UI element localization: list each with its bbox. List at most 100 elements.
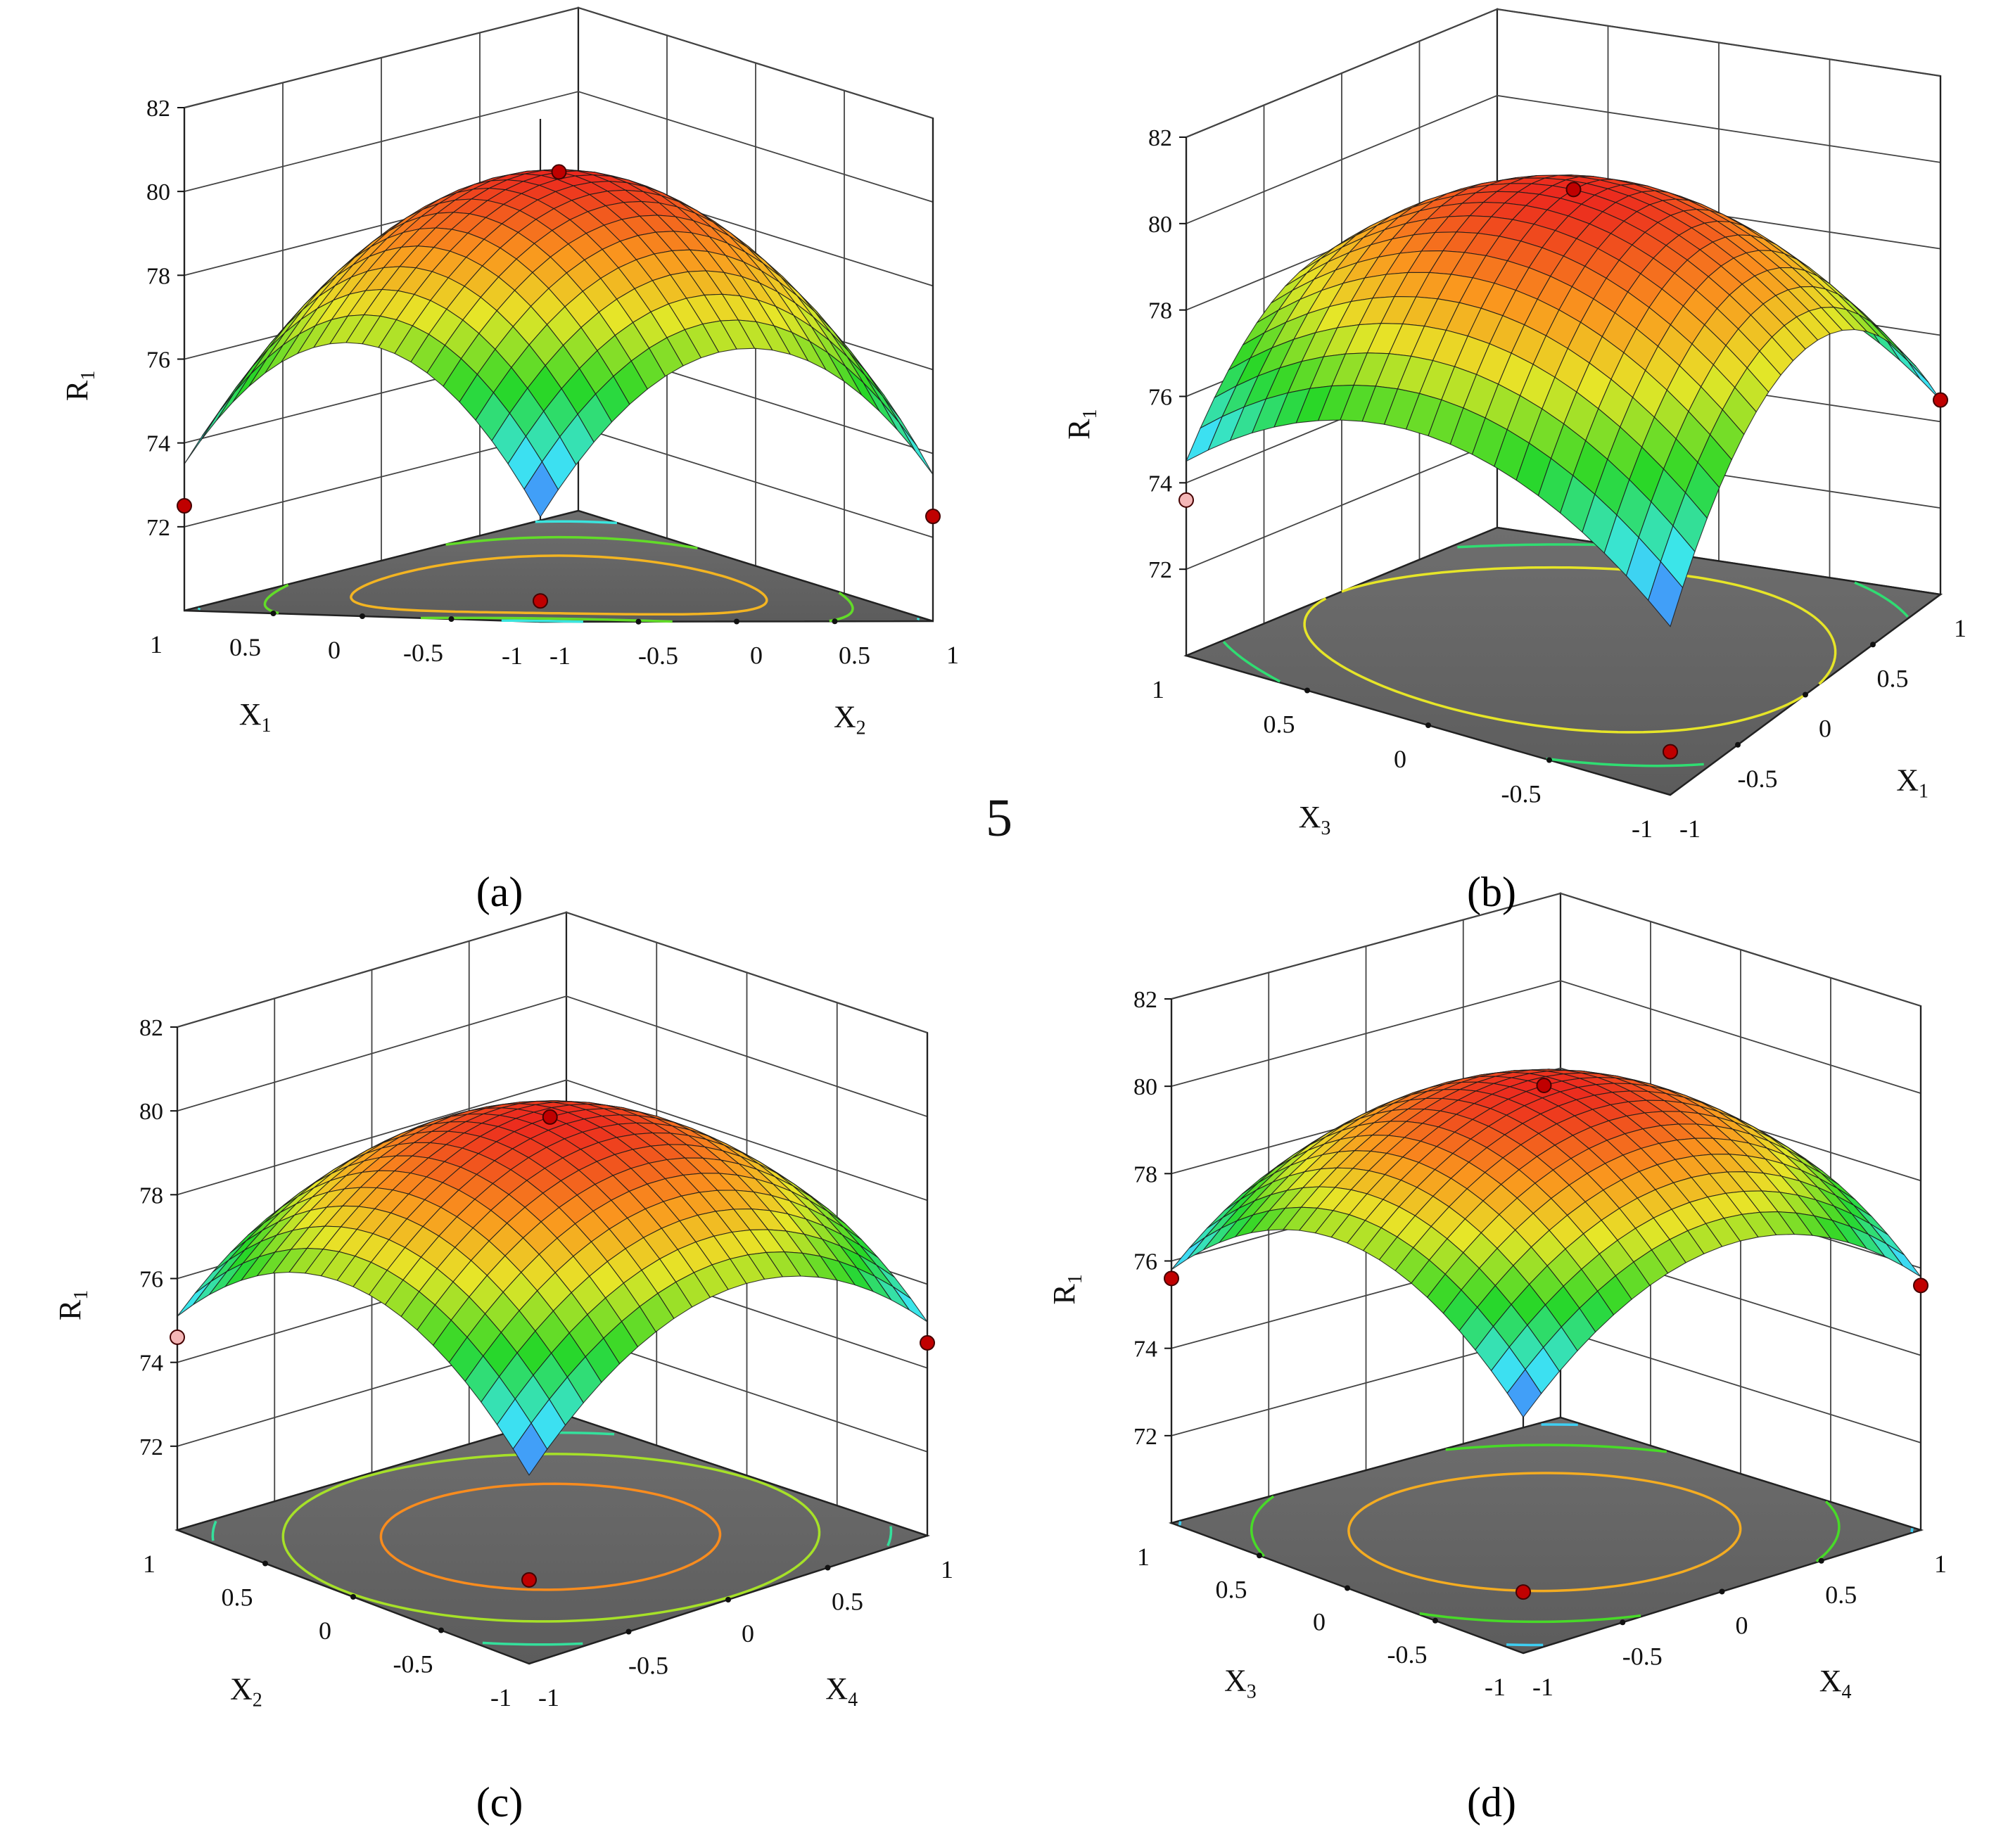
z-tick-label: 78 bbox=[1148, 298, 1172, 324]
y-axis-title: X2 bbox=[834, 699, 866, 739]
x-axis: 1 0.5 0 -0.5 -1 X3 bbox=[1152, 675, 1653, 843]
contour-line bbox=[1222, 543, 1909, 767]
panel-label-a-text: (a) bbox=[476, 869, 523, 915]
x-tick-label: 0 bbox=[1313, 1608, 1326, 1636]
y-axis: 1 0.5 0 -0.5 -1 X2 bbox=[549, 641, 959, 739]
x-tick-label: 1 bbox=[150, 630, 163, 658]
axis-tick bbox=[832, 618, 838, 625]
axis-tick bbox=[1803, 692, 1808, 698]
x-axis-title-sub: 3 bbox=[1247, 1681, 1257, 1702]
x-axis-title: X2 bbox=[230, 1672, 262, 1712]
design-point bbox=[1913, 1277, 1928, 1294]
axis-tick bbox=[635, 618, 642, 625]
z-tick-label: 76 bbox=[1133, 1249, 1157, 1275]
z-tick-label: 74 bbox=[1148, 471, 1172, 497]
wall-gridline bbox=[1171, 980, 1921, 1095]
floor-plane bbox=[1168, 1416, 1924, 1655]
axis-tick bbox=[438, 1627, 444, 1633]
x-tick-label: -0.5 bbox=[393, 1650, 433, 1678]
response-surface bbox=[184, 169, 934, 518]
axis-tick bbox=[448, 616, 455, 622]
design-point bbox=[920, 1334, 935, 1351]
panel-label-d: (d) bbox=[1467, 1779, 1516, 1825]
z-tick-label: 72 bbox=[139, 1434, 163, 1460]
x-tick-label: 0 bbox=[328, 636, 341, 664]
axis-tick bbox=[350, 1594, 356, 1600]
z-axis-title: R1 bbox=[1047, 1274, 1086, 1304]
contour-line bbox=[350, 554, 768, 616]
y-axis-title-main: X bbox=[834, 699, 856, 734]
design-points bbox=[1164, 1078, 1928, 1600]
wall-gridline bbox=[177, 995, 928, 1118]
y-axis-title-main: X bbox=[825, 1671, 848, 1706]
axis-tick bbox=[1719, 1588, 1725, 1595]
surface-facet bbox=[512, 1422, 548, 1476]
design-point bbox=[925, 509, 941, 525]
contour-line bbox=[1250, 1444, 1841, 1624]
x-axis-title-sub: 1 bbox=[261, 715, 271, 737]
axis-tick bbox=[1304, 687, 1310, 694]
contour-line bbox=[379, 1482, 722, 1591]
z-axis-title-sub: 1 bbox=[77, 371, 99, 381]
design-point bbox=[170, 1329, 185, 1345]
contour-line bbox=[263, 535, 854, 623]
design-point bbox=[1933, 392, 1948, 408]
design-point bbox=[551, 164, 567, 180]
surface-facet bbox=[1648, 561, 1684, 627]
panel-label-c-text: (c) bbox=[476, 1779, 523, 1825]
x-tick-label: 1 bbox=[1152, 675, 1164, 703]
z-tick-label: 82 bbox=[1148, 125, 1172, 151]
y-tick-label: 1 bbox=[941, 1555, 953, 1583]
z-tick-label: 82 bbox=[1133, 987, 1157, 1013]
design-points bbox=[177, 164, 941, 609]
z-tick-label: 82 bbox=[146, 96, 170, 122]
x-tick-label: 1 bbox=[143, 1550, 155, 1578]
design-point bbox=[521, 1572, 537, 1588]
axis-tick bbox=[1620, 1619, 1626, 1626]
y-tick-label: 0 bbox=[1819, 715, 1831, 743]
z-tick-label: 72 bbox=[1148, 557, 1172, 583]
z-axis-title-main: R bbox=[1062, 419, 1096, 440]
axis-tick bbox=[360, 613, 365, 619]
x-axis-title-main: X bbox=[230, 1672, 253, 1707]
x-tick-label: 0 bbox=[1394, 745, 1406, 773]
z-tick-label: 82 bbox=[139, 1015, 163, 1041]
z-tick-label: 80 bbox=[1133, 1074, 1157, 1100]
x-axis-title-main: X bbox=[1224, 1663, 1247, 1697]
axis-tick bbox=[270, 611, 277, 616]
y-tick-label: 0 bbox=[742, 1619, 754, 1648]
design-point bbox=[1663, 744, 1678, 760]
design-points bbox=[1178, 181, 1948, 760]
y-tick-label: 0.5 bbox=[832, 1588, 863, 1616]
z-tick-label: 80 bbox=[146, 179, 170, 205]
x-axis-title-main: X bbox=[239, 697, 262, 732]
axis-tick bbox=[625, 1629, 632, 1635]
x-tick-label: 0.5 bbox=[222, 1583, 253, 1612]
z-axis-title-sub: 1 bbox=[1079, 409, 1101, 419]
y-axis-title-sub: 4 bbox=[848, 1689, 858, 1711]
floor-quad bbox=[184, 509, 934, 623]
x-tick-label: -0.5 bbox=[1501, 780, 1542, 808]
axis-tick bbox=[1257, 1553, 1262, 1559]
panel-label-c: (c) bbox=[476, 1779, 523, 1825]
x-tick-label: -0.5 bbox=[1387, 1640, 1428, 1669]
x-axis: 1 0.5 0 -0.5 -1 X2 bbox=[143, 1550, 511, 1712]
contour-line bbox=[1347, 1472, 1742, 1593]
contour-line bbox=[211, 1431, 893, 1646]
x-tick-label: -1 bbox=[1485, 1673, 1506, 1701]
x-axis-title: X1 bbox=[239, 697, 272, 737]
design-points bbox=[170, 1109, 935, 1588]
y-axis-title: X1 bbox=[1896, 763, 1928, 802]
surface-facet bbox=[523, 461, 559, 518]
wall-gridline bbox=[184, 7, 934, 119]
x-axis-title-sub: 3 bbox=[1321, 817, 1330, 839]
x-tick-label: -0.5 bbox=[403, 639, 443, 667]
y-axis: 1 0.5 0 -0.5 -1 X4 bbox=[1532, 1550, 1947, 1703]
axis-tick bbox=[1735, 741, 1741, 748]
x-tick-label: 0 bbox=[319, 1617, 331, 1645]
z-axis-title: R1 bbox=[1062, 409, 1101, 440]
z-tick-label: 76 bbox=[139, 1267, 163, 1293]
